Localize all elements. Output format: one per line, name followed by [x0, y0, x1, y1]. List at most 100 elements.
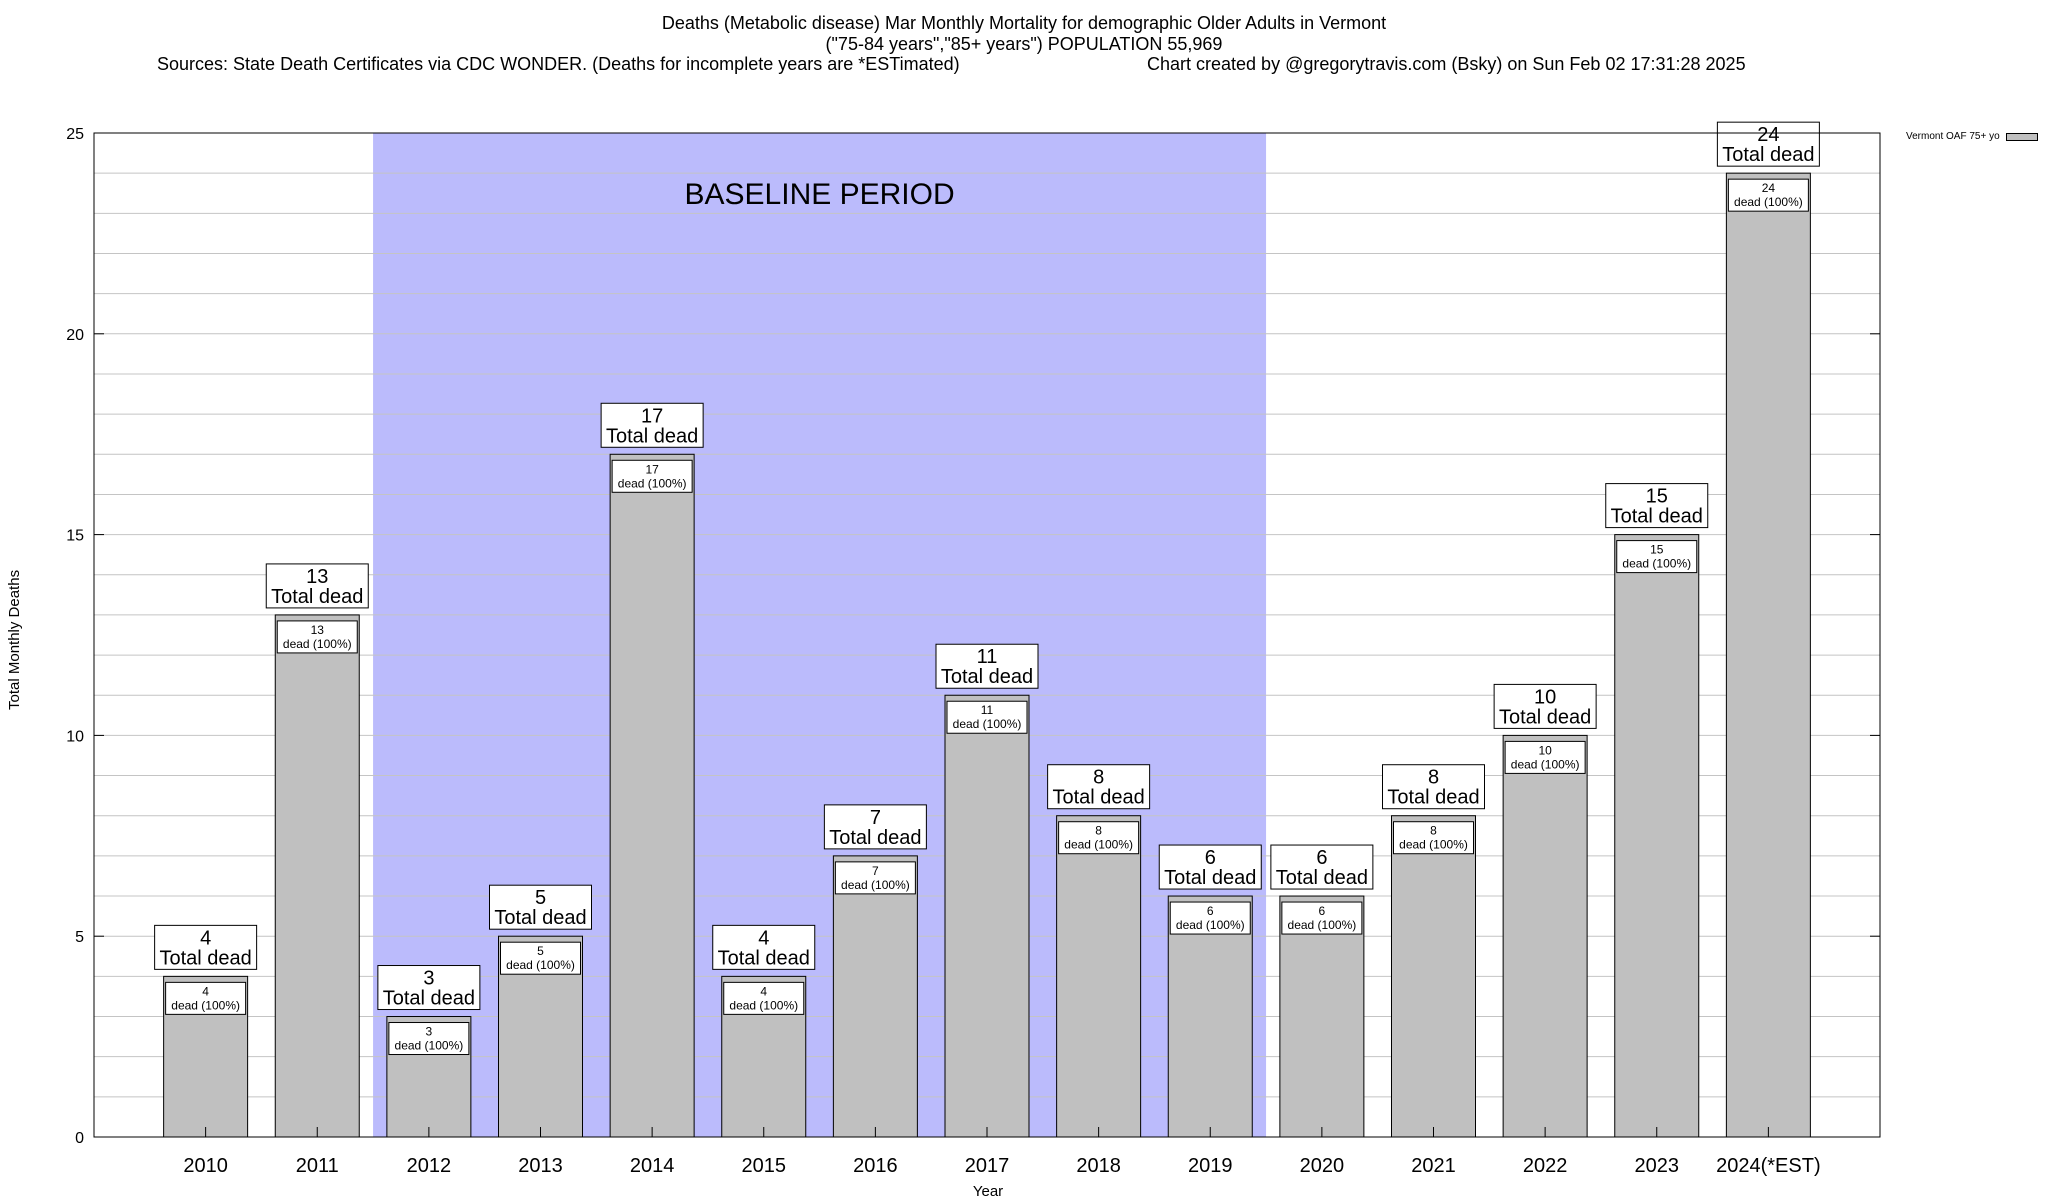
chart-sources: Sources: State Death Certificates via CD… [157, 54, 960, 74]
y-tick-label: 0 [75, 1130, 84, 1147]
y-tick-label: 25 [66, 126, 84, 143]
x-tick-label: 2021 [1411, 1155, 1456, 1177]
bar-inner-value: 5 [537, 944, 544, 958]
bar-inner-label-box [1727, 178, 1809, 212]
total-value: 3 [423, 968, 434, 990]
bar-inner-label-box [946, 700, 1028, 734]
legend: Vermont OAF 75+ yo [1906, 131, 2038, 142]
bar-inner-percent: dead (100%) [841, 878, 910, 892]
bar-inner-value: 8 [1430, 824, 1437, 838]
x-tick-label: 2015 [742, 1155, 787, 1177]
bar-inner-value: 6 [1319, 904, 1326, 918]
total-label: Total dead [1052, 787, 1144, 809]
plot-frame [93, 132, 1881, 1138]
total-label-box [265, 563, 369, 609]
total-value: 11 [977, 646, 998, 668]
total-value: 8 [1093, 767, 1104, 789]
total-label-box [154, 924, 258, 970]
bar-inner-percent: dead (100%) [1288, 918, 1357, 932]
bar-inner-percent: dead (100%) [1064, 838, 1133, 852]
bar [1391, 815, 1476, 1138]
bar [1502, 734, 1588, 1138]
bar-inner-label-box [723, 981, 805, 1015]
legend-swatch [2005, 132, 2038, 141]
y-tick-label: 5 [75, 929, 84, 946]
y-tick-label: 15 [66, 528, 84, 545]
total-value: 13 [306, 566, 328, 588]
total-label-box [377, 965, 481, 1011]
x-tick-label: 2013 [518, 1155, 563, 1177]
total-label-box [935, 643, 1039, 689]
bar [1279, 895, 1365, 1138]
y-tick-label: 20 [66, 327, 84, 344]
chart-title: Deaths (Metabolic disease) Mar Monthly M… [661, 13, 1387, 33]
bar-inner-value: 6 [1207, 904, 1214, 918]
bar-inner-percent: dead (100%) [506, 958, 575, 972]
total-label: Total dead [1611, 506, 1703, 528]
bar-inner-label-box [1281, 901, 1363, 935]
bar [1725, 172, 1811, 1138]
bar-inner-percent: dead (100%) [1399, 838, 1468, 852]
total-label: Total dead [271, 586, 363, 608]
bar-inner-percent: dead (100%) [283, 637, 352, 651]
total-label-box [1158, 844, 1262, 890]
total-label: Total dead [606, 425, 698, 447]
x-tick-label: 2020 [1300, 1155, 1345, 1177]
total-label: Total dead [1164, 867, 1256, 889]
total-label-box [1382, 764, 1485, 810]
x-tick-label: 2023 [1635, 1155, 1680, 1177]
total-label-box [1270, 844, 1374, 890]
total-label: Total dead [1499, 706, 1591, 728]
x-tick-label: 2019 [1188, 1155, 1233, 1177]
total-label-box [600, 402, 704, 448]
total-label-box [712, 924, 816, 970]
bar-inner-value: 4 [760, 984, 767, 998]
bar-inner-label-box [165, 981, 247, 1015]
total-value: 6 [1316, 847, 1327, 869]
total-label: Total dead [941, 666, 1033, 688]
bar-inner-percent: dead (100%) [1511, 757, 1580, 771]
total-label: Total dead [718, 947, 810, 969]
bar-inner-value: 10 [1538, 743, 1552, 757]
y-tick-label: 10 [66, 728, 84, 745]
bar [274, 614, 360, 1138]
y-axis-label: Total Monthly Deaths [6, 569, 23, 710]
x-tick-label: 2022 [1523, 1155, 1568, 1177]
bar-inner-label-box [1393, 821, 1474, 855]
bar-inner-percent: dead (100%) [618, 476, 687, 490]
total-label-box [1605, 483, 1709, 529]
total-value: 4 [758, 927, 769, 949]
total-value: 8 [1428, 767, 1439, 789]
bar-inner-percent: dead (100%) [395, 1039, 464, 1053]
total-label-box [1493, 683, 1597, 729]
x-tick-label: 2011 [296, 1155, 339, 1177]
x-tick-label: 2010 [183, 1155, 228, 1177]
x-tick-label: 2016 [853, 1155, 898, 1177]
total-value: 6 [1205, 847, 1216, 869]
bar-inner-value: 11 [981, 703, 994, 717]
bar [1056, 815, 1142, 1138]
bar-inner-value: 7 [872, 864, 879, 878]
bar-inner-value: 17 [645, 462, 659, 476]
legend-label: Vermont OAF 75+ yo [1906, 131, 2000, 142]
total-label: Total dead [494, 907, 586, 929]
x-tick-label: 2024(*EST) [1716, 1155, 1821, 1177]
total-value: 4 [200, 927, 211, 949]
bar-inner-percent: dead (100%) [1734, 195, 1803, 209]
x-tick-label: 2014 [630, 1155, 675, 1177]
total-label: Total dead [1387, 787, 1479, 809]
bar [832, 855, 918, 1138]
bar-inner-percent: dead (100%) [1176, 918, 1245, 932]
bar [944, 694, 1030, 1138]
total-label: Total dead [1722, 144, 1814, 166]
total-label-box [823, 804, 927, 850]
bar [1167, 895, 1253, 1138]
x-tick-label: 2012 [407, 1155, 452, 1177]
bar-inner-percent: dead (100%) [1622, 557, 1691, 571]
bar-inner-percent: dead (100%) [953, 717, 1022, 731]
bar-inner-value: 8 [1095, 824, 1102, 838]
bar-inner-label-box [1616, 540, 1698, 574]
total-label-box [489, 884, 592, 930]
bar-inner-value: 4 [202, 984, 209, 998]
